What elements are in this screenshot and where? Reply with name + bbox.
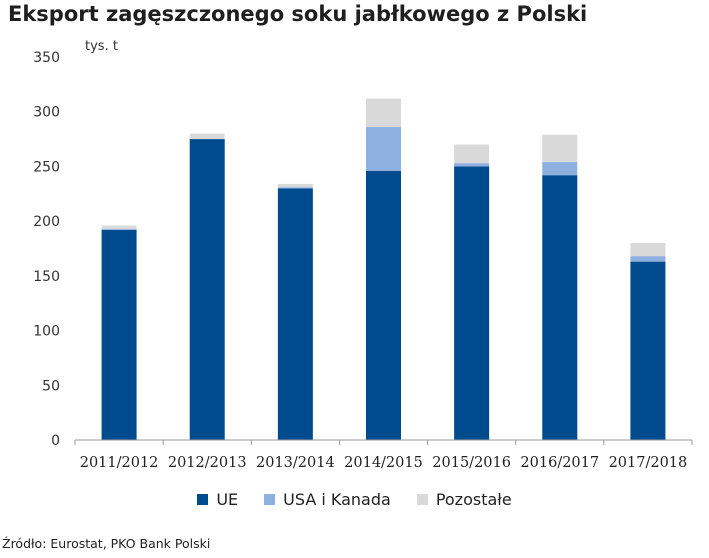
x-tick-label: 2017/2018: [609, 455, 688, 471]
legend-label-ue: UE: [216, 490, 239, 509]
y-tick-label: 350: [33, 50, 60, 66]
bar-segment-usa-i-kanada: [366, 127, 401, 171]
legend-label-usa-kanada: USA i Kanada: [283, 490, 391, 509]
legend-swatch-ue: [197, 494, 209, 505]
x-tick-label: 2016/2017: [520, 455, 599, 471]
y-tick-label: 100: [33, 324, 60, 340]
x-axis: [74, 439, 693, 445]
bar-segment-usa-i-kanada: [277, 187, 313, 189]
y-tick-label: 50: [42, 378, 60, 394]
bar-segment-pozosta-e: [189, 133, 225, 140]
bar-segment-pozosta-e: [277, 183, 313, 188]
bar-segment-pozosta-e: [366, 98, 401, 128]
legend-swatch-usa-kanada: [264, 494, 276, 505]
y-tick-label: 150: [33, 269, 60, 285]
source-note: Źródło: Eurostat, PKO Bank Polski: [2, 536, 211, 551]
x-tick-label: 2012/2013: [168, 455, 247, 471]
bar-segment-usa-i-kanada: [630, 256, 666, 262]
bar-segment-usa-i-kanada: [454, 163, 490, 167]
legend-item-ue: UE: [197, 490, 238, 509]
x-axis-ticks: 2011/2012 2012/2013 2013/2014 2014/2015 2015…: [80, 455, 688, 471]
x-tick-label: 2014/2015: [344, 455, 423, 471]
x-tick-label: 2013/2014: [256, 455, 335, 471]
bar-segment-usa-i-kanada: [101, 228, 137, 230]
legend-label-pozostale: Pozostałe: [435, 490, 512, 509]
bar-stacks: [101, 98, 666, 441]
y-tick-label: 250: [33, 159, 60, 175]
bar-segment-usa-i-kanada: [542, 162, 578, 176]
legend-swatch-pozostale: [416, 494, 428, 505]
y-tick-label: 200: [33, 214, 60, 230]
bar-segment-ue: [101, 229, 137, 440]
bar-segment-ue: [542, 175, 578, 440]
bar-segment-pozosta-e: [542, 134, 578, 163]
bar-segment-ue: [630, 261, 666, 440]
x-tick-label: 2015/2016: [432, 455, 511, 471]
bar-segment-ue: [277, 188, 313, 440]
y-axis-unit-label: tys. t: [85, 39, 118, 54]
y-tick-label: 0: [51, 433, 60, 449]
bar-segment-ue: [366, 170, 401, 440]
x-tick-label: 2011/2012: [80, 455, 159, 471]
bar-segment-ue: [189, 139, 225, 441]
y-tick-label: 300: [33, 105, 60, 121]
y-axis-ticks: 0 50 100 150 200 250 300 350: [33, 50, 60, 449]
chart-title: Eksport zagęszczonego soku jabłkowego z …: [8, 2, 588, 26]
bar-segment-pozosta-e: [630, 243, 666, 257]
bar-segment-pozosta-e: [454, 144, 490, 164]
bar-segment-pozosta-e: [101, 225, 137, 229]
bar-segment-ue: [454, 166, 490, 440]
legend: UE USA i Kanada Pozostałe: [0, 490, 709, 509]
legend-item-usa-kanada: USA i Kanada: [264, 490, 391, 509]
legend-item-pozostale: Pozostałe: [416, 490, 512, 509]
